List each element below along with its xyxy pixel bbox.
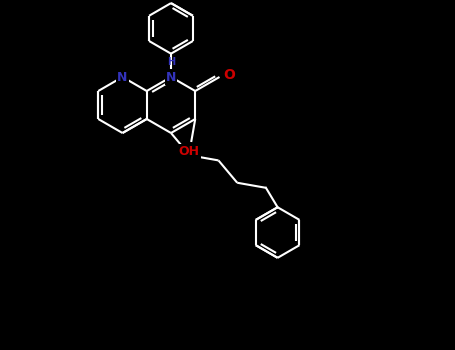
Text: N: N [166, 70, 176, 84]
Text: OH: OH [179, 145, 200, 158]
Text: H: H [167, 57, 175, 67]
Text: O: O [223, 68, 235, 82]
Text: N: N [117, 70, 128, 84]
